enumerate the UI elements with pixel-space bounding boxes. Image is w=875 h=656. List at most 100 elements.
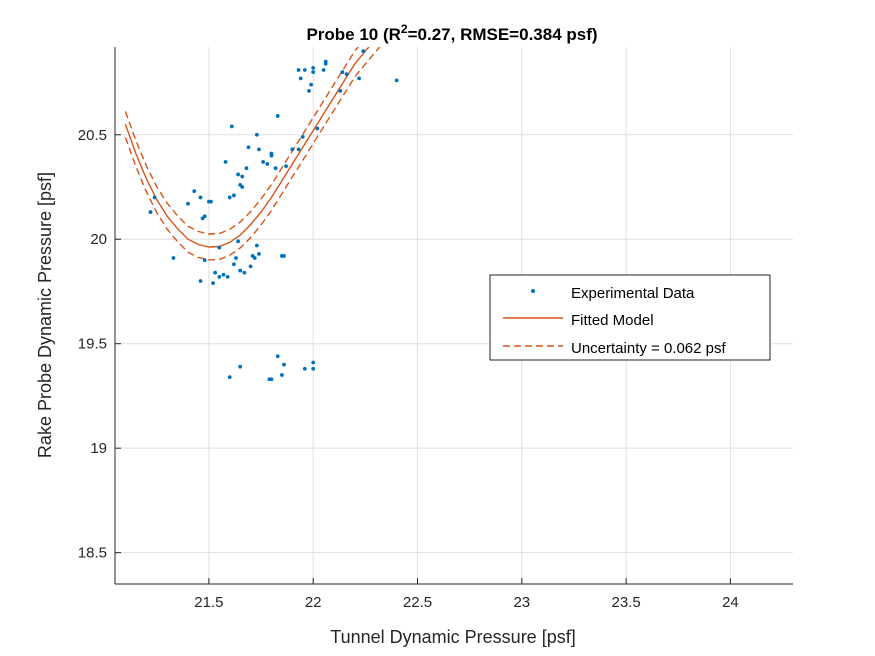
data-point bbox=[232, 193, 236, 198]
data-point bbox=[257, 251, 261, 256]
y-tick-label: 20 bbox=[90, 231, 107, 248]
data-point bbox=[254, 243, 259, 248]
data-point bbox=[236, 172, 240, 177]
grid-lines bbox=[115, 47, 793, 584]
data-point bbox=[279, 373, 284, 377]
data-point bbox=[311, 366, 316, 371]
data-point bbox=[198, 195, 203, 200]
data-point bbox=[234, 256, 238, 260]
data-point bbox=[296, 68, 301, 72]
data-point bbox=[309, 82, 313, 87]
legend-label-uncertainty: Uncertainty = 0.062 psf bbox=[571, 340, 727, 357]
data-point bbox=[238, 268, 243, 273]
x-tick-label: 23.5 bbox=[612, 594, 641, 611]
data-point bbox=[198, 279, 203, 283]
data-point bbox=[229, 124, 234, 129]
data-point bbox=[217, 274, 222, 279]
data-point bbox=[244, 166, 249, 171]
uncertainty-lower-line bbox=[124, 47, 381, 261]
data-point bbox=[311, 360, 316, 365]
x-tick-label: 22 bbox=[305, 594, 322, 611]
experimental-data-points bbox=[148, 49, 399, 382]
data-point bbox=[302, 366, 307, 371]
x-axis-label: Tunnel Dynamic Pressure [psf] bbox=[330, 627, 575, 647]
data-point bbox=[311, 70, 316, 74]
data-point bbox=[357, 76, 361, 81]
data-point bbox=[240, 185, 245, 189]
x-tick-label: 24 bbox=[722, 594, 739, 611]
data-point bbox=[340, 70, 345, 74]
data-point bbox=[221, 272, 226, 277]
data-point bbox=[202, 258, 207, 263]
data-point bbox=[361, 49, 366, 54]
data-point bbox=[223, 160, 228, 164]
data-point bbox=[186, 201, 190, 206]
data-point bbox=[290, 147, 295, 152]
fitted-model-line bbox=[124, 47, 370, 248]
data-point bbox=[269, 151, 274, 156]
data-point bbox=[238, 364, 243, 369]
x-tick-label: 23 bbox=[513, 594, 530, 611]
data-point bbox=[232, 262, 236, 267]
y-tick-label: 19.5 bbox=[78, 336, 107, 353]
y-tick-label: 18.5 bbox=[78, 545, 107, 562]
data-point bbox=[257, 147, 261, 152]
data-point bbox=[240, 174, 245, 179]
data-point bbox=[248, 264, 253, 269]
data-point bbox=[236, 239, 240, 244]
axes-box bbox=[114, 47, 793, 585]
data-point bbox=[282, 254, 286, 258]
data-point bbox=[315, 126, 320, 131]
data-point bbox=[192, 189, 197, 194]
data-point bbox=[323, 59, 328, 64]
legend-label-data: Experimental Data bbox=[571, 285, 695, 302]
data-point bbox=[311, 65, 316, 70]
data-point bbox=[275, 114, 280, 118]
data-point bbox=[246, 145, 251, 150]
data-point bbox=[275, 354, 280, 359]
data-point bbox=[213, 270, 218, 275]
data-point bbox=[217, 245, 222, 250]
data-point bbox=[209, 199, 213, 204]
data-point bbox=[300, 134, 305, 139]
y-tick-label: 19 bbox=[90, 440, 107, 457]
legend: Experimental Data Fitted Model Uncertain… bbox=[489, 274, 771, 361]
data-point bbox=[302, 68, 307, 72]
legend-label-model: Fitted Model bbox=[571, 312, 654, 329]
data-point bbox=[282, 362, 286, 367]
data-point bbox=[148, 210, 153, 214]
y-tick-label: 20.5 bbox=[78, 127, 107, 144]
chart-title: Probe 10 (R2=0.27, RMSE=0.384 psf) bbox=[306, 22, 597, 44]
data-point bbox=[261, 160, 266, 164]
data-layer bbox=[124, 47, 399, 382]
data-point bbox=[252, 256, 257, 260]
x-tick-labels: 21.5 22 22.5 23 23.5 24 bbox=[194, 594, 738, 611]
data-point bbox=[307, 88, 311, 93]
y-axis-label: Rake Probe Dynamic Pressure [psf] bbox=[35, 172, 55, 458]
legend-data-marker bbox=[531, 289, 535, 293]
data-point bbox=[242, 270, 247, 275]
data-point bbox=[202, 214, 207, 219]
data-point bbox=[394, 78, 399, 83]
y-tick-labels: 18.5 19 19.5 20 20.5 bbox=[78, 127, 107, 562]
data-point bbox=[298, 76, 303, 81]
data-point bbox=[273, 166, 278, 171]
x-tick-label: 22.5 bbox=[403, 594, 432, 611]
data-point bbox=[152, 195, 157, 200]
data-point bbox=[227, 375, 232, 380]
uncertainty-upper-line bbox=[124, 47, 359, 235]
data-point bbox=[171, 256, 176, 260]
data-point bbox=[344, 72, 349, 77]
data-point bbox=[338, 88, 343, 93]
data-point bbox=[227, 195, 232, 200]
data-point bbox=[296, 147, 301, 152]
data-point bbox=[284, 164, 288, 169]
data-point bbox=[265, 162, 270, 166]
data-point bbox=[254, 132, 259, 137]
data-point bbox=[211, 281, 215, 286]
x-tick-label: 21.5 bbox=[194, 594, 223, 611]
tick-marks bbox=[115, 134, 731, 584]
data-point bbox=[225, 274, 230, 279]
